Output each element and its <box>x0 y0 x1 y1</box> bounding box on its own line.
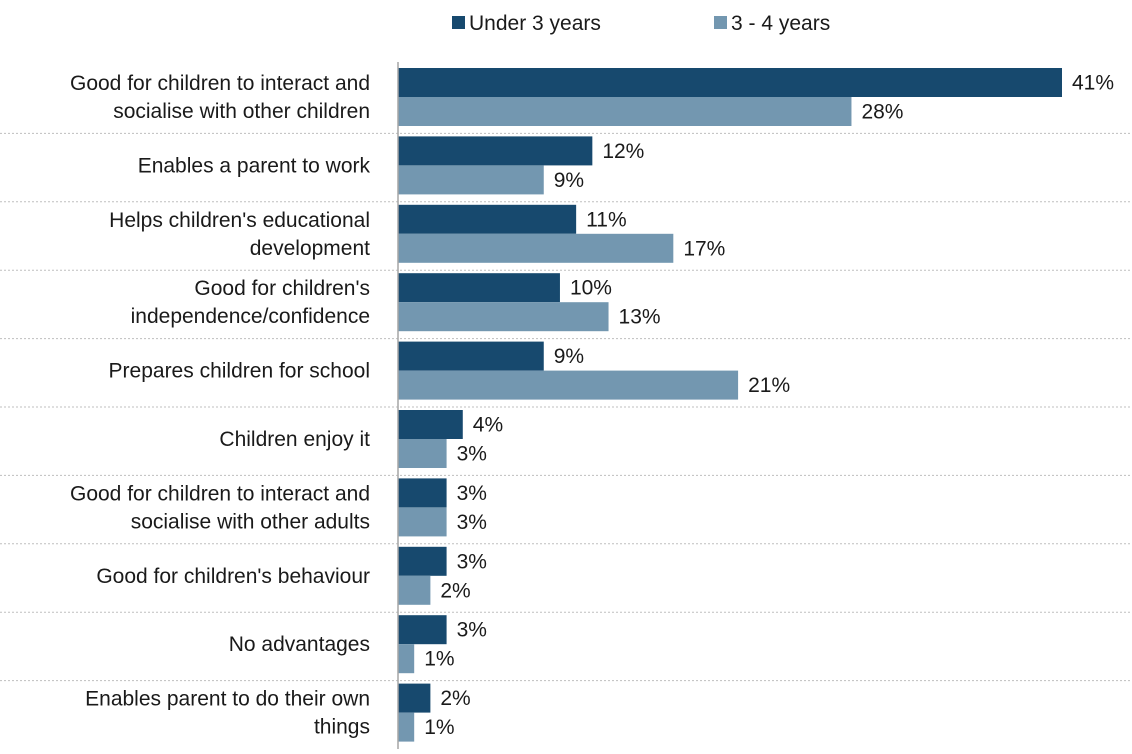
data-label: 13% <box>619 306 661 329</box>
category-label: Prepares children for school <box>109 360 370 383</box>
category-label-line: Enables parent to do their own <box>85 688 370 711</box>
category-label: Good for children's independence/confiden… <box>131 277 370 328</box>
bar-series-1 <box>398 136 593 166</box>
legend: Under 3 years 3 - 4 years <box>452 12 830 35</box>
category-label-line: development <box>250 237 370 260</box>
bar-series-2 <box>398 302 609 332</box>
data-label: 21% <box>748 374 790 397</box>
data-label: 9% <box>554 345 584 368</box>
category-label: Good for children to interact and sociali… <box>70 72 370 123</box>
data-label: 41% <box>1072 72 1114 95</box>
bar-series-2 <box>398 233 674 263</box>
data-label: 12% <box>602 140 644 163</box>
bar-series-2 <box>398 370 739 400</box>
data-label: 4% <box>473 414 503 437</box>
category-label-line: things <box>314 716 370 739</box>
data-label: 3% <box>457 550 487 573</box>
legend-label: Under 3 years <box>469 12 601 35</box>
category-label: Good for children to interact and sociali… <box>70 482 370 533</box>
category-label-line: Children enjoy it <box>219 428 370 451</box>
category-label: Enables parent to do their own things <box>85 688 370 739</box>
category-separators <box>0 132 1132 682</box>
bar-series-1 <box>398 204 577 234</box>
category-label-line: Enables a parent to work <box>138 154 371 177</box>
data-label: 10% <box>570 277 612 300</box>
bar-series-1 <box>398 615 447 645</box>
category-label-line: Prepares children for school <box>109 360 370 383</box>
bar-series-2 <box>398 439 447 468</box>
data-label: 9% <box>554 169 584 192</box>
category-label-line: Good for children to interact and <box>70 482 370 505</box>
category-label-line: Good for children to interact and <box>70 72 370 95</box>
bar-series-2 <box>398 712 415 742</box>
legend-item-2: 3 - 4 years <box>714 12 830 35</box>
category-label-line: socialise with other children <box>113 100 370 123</box>
data-label: 2% <box>440 579 470 602</box>
category-label-line: independence/confidence <box>131 305 370 328</box>
bar-series-2 <box>398 165 544 195</box>
data-label: 17% <box>683 237 725 260</box>
data-labels: 41%28%12%9%11%17%10%13%9%21%4%3%3%3%3%2%… <box>424 72 1114 740</box>
data-label: 2% <box>440 687 470 710</box>
category-label-line: Good for children's <box>194 277 370 300</box>
data-label: 3% <box>457 511 487 534</box>
category-label-line: socialise with other adults <box>131 510 370 533</box>
legend-label: 3 - 4 years <box>731 12 830 35</box>
bar-series-2 <box>398 644 415 674</box>
bar-series-1 <box>398 410 463 439</box>
legend-swatch <box>452 16 465 29</box>
category-label: No advantages <box>229 633 370 656</box>
legend-swatch <box>714 16 727 29</box>
category-label: Good for children's behaviour <box>96 565 370 588</box>
bar-series-1 <box>398 546 447 576</box>
bars <box>398 68 1062 742</box>
data-label: 28% <box>861 101 903 124</box>
legend-item-1: Under 3 years <box>452 12 601 35</box>
category-label: Children enjoy it <box>219 428 370 451</box>
bar-series-2 <box>398 575 431 605</box>
data-label: 11% <box>586 208 626 231</box>
data-label: 3% <box>457 619 487 642</box>
category-label-line: No advantages <box>229 633 370 656</box>
category-label-line: Good for children's behaviour <box>96 565 370 588</box>
bar-series-1 <box>398 341 544 371</box>
bar-series-1 <box>398 273 560 303</box>
category-label-line: Helps children's educational <box>109 209 370 232</box>
data-label: 1% <box>424 648 454 671</box>
bar-series-1 <box>398 683 431 713</box>
category-label: Enables a parent to work <box>138 154 371 177</box>
category-labels: Good for children to interact and sociali… <box>70 72 371 739</box>
bar-series-2 <box>398 97 852 126</box>
bar-series-2 <box>398 507 447 537</box>
bar-series-1 <box>398 68 1062 97</box>
bar-series-1 <box>398 478 447 508</box>
data-label: 3% <box>457 482 487 505</box>
data-label: 3% <box>457 443 487 466</box>
data-label: 1% <box>424 716 454 739</box>
category-label: Helps children's educational development <box>109 209 370 260</box>
